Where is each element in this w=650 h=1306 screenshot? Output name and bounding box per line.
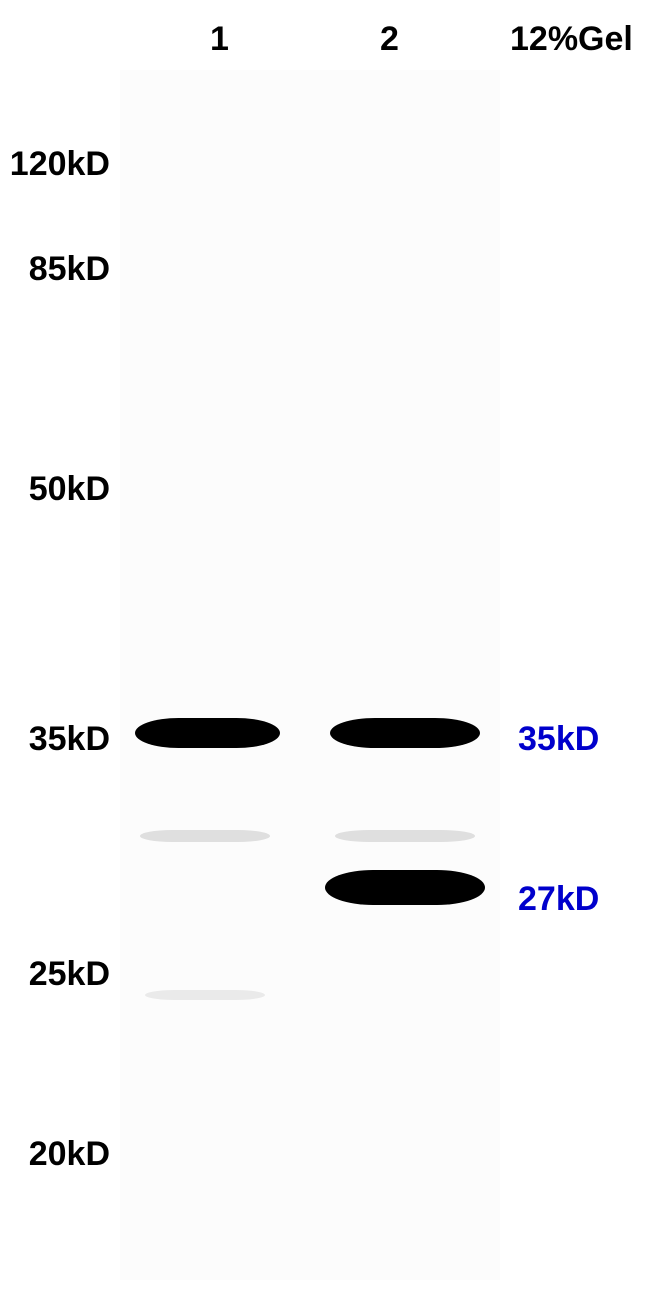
lane-2-label: 2 <box>380 20 399 59</box>
detected-27kd-label: 27kD <box>518 880 599 919</box>
membrane-area <box>120 70 500 1280</box>
marker-120kd: 120kD <box>0 145 110 184</box>
band-lane2-faint-30kd <box>335 830 475 842</box>
marker-50kd: 50kD <box>0 470 110 509</box>
detected-35kd-label: 35kD <box>518 720 599 759</box>
band-lane1-35kd <box>135 718 280 748</box>
band-lane1-faint-23kd <box>145 990 265 1000</box>
western-blot-image: 1 2 12%Gel 120kD 85kD 50kD 35kD 25kD 20k… <box>0 0 650 1306</box>
band-lane2-35kd <box>330 718 480 748</box>
marker-35kd: 35kD <box>0 720 110 759</box>
gel-percentage-label: 12%Gel <box>510 20 633 59</box>
marker-25kd: 25kD <box>0 955 110 994</box>
marker-85kd: 85kD <box>0 250 110 289</box>
band-lane2-27kd <box>325 870 485 905</box>
lane-1-label: 1 <box>210 20 229 59</box>
marker-20kd: 20kD <box>0 1135 110 1174</box>
band-lane1-faint-30kd <box>140 830 270 842</box>
